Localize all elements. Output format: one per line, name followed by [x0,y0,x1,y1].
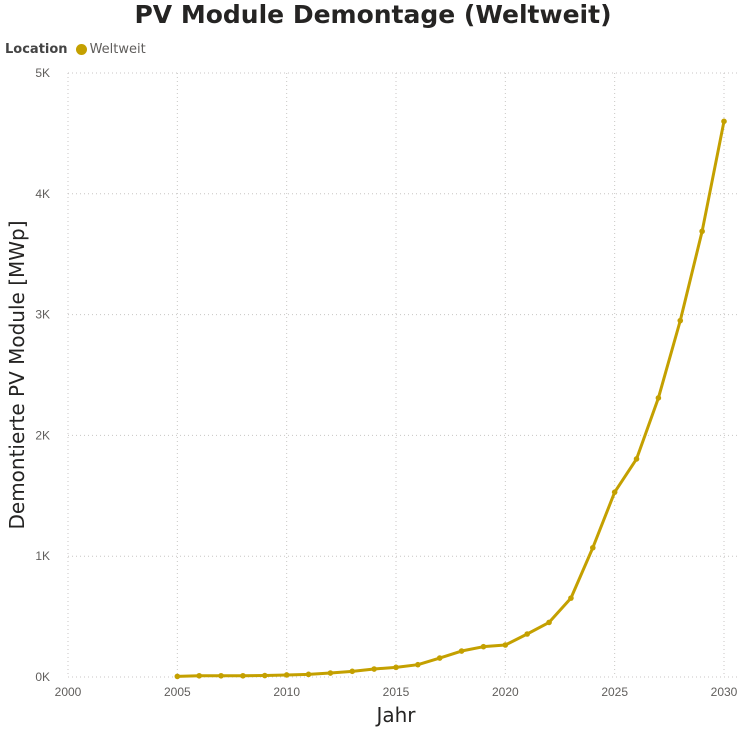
data-point [699,228,705,235]
y-tick-label: 5K [35,66,50,80]
y-axis-label: Demontierte PV Module [MWp] [5,220,29,529]
y-tick-label: 0K [35,670,50,684]
legend: Location Weltweit [5,42,146,57]
series-line-weltweit [177,121,726,678]
data-point [305,671,312,678]
data-point [436,655,443,661]
data-point [633,456,640,462]
data-point [611,489,618,495]
legend-title: Location [5,42,68,57]
data-point [262,672,268,679]
data-point [480,643,487,650]
data-point [218,672,224,679]
x-tick-label: 2000 [55,685,82,699]
data-point [174,673,181,680]
data-point [458,648,465,654]
data-point [546,619,552,626]
data-point [196,672,202,679]
x-axis-label: Jahr [374,703,416,727]
data-point [327,670,334,676]
data-point [240,672,246,679]
data-point [283,672,290,678]
y-tick-label: 1K [35,549,50,563]
x-tick-label: 2030 [711,685,738,699]
legend-entry[interactable]: Weltweit [89,42,146,57]
data-point [568,595,574,601]
x-tick-label: 2025 [601,685,628,699]
data-point [415,661,421,668]
x-tick-label: 2010 [273,685,300,699]
data-point [371,666,377,672]
data-point [349,668,356,675]
data-point [655,395,662,401]
y-tick-label: 4K [35,187,50,201]
y-tick-label: 2K [35,428,50,442]
data-point [393,664,399,671]
x-tick-label: 2020 [492,685,519,699]
y-tick-label: 3K [35,308,50,322]
x-tick-label: 2005 [164,685,191,699]
x-tick-label: 2015 [383,685,410,699]
data-point [590,544,596,551]
data-point [721,118,727,125]
data-point [524,631,530,637]
data-point [677,317,684,324]
chart-title: PV Module Demontage (Weltweit) [134,0,612,29]
legend-marker-icon [75,44,87,55]
data-point [502,642,509,648]
